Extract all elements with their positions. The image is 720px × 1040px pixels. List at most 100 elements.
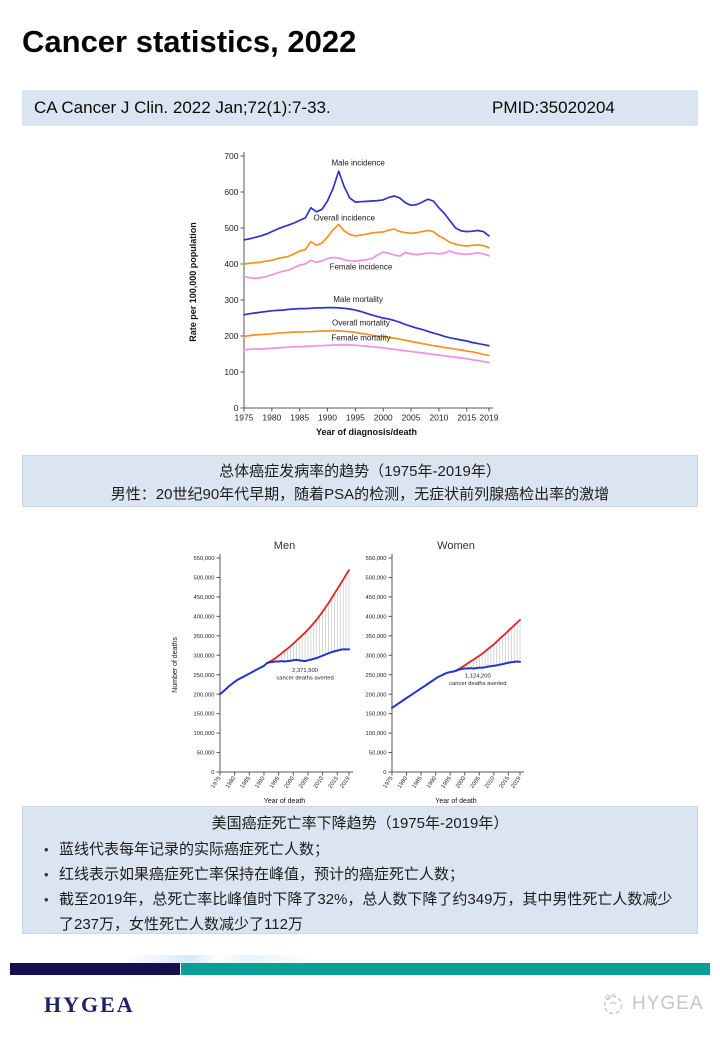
svg-text:2000: 2000 bbox=[455, 776, 467, 790]
svg-text:Rate per 100,000 population: Rate per 100,000 population bbox=[188, 222, 198, 342]
svg-text:400: 400 bbox=[224, 259, 238, 269]
svg-text:Men: Men bbox=[274, 540, 295, 552]
svg-text:150,000: 150,000 bbox=[194, 712, 215, 718]
svg-text:2005: 2005 bbox=[298, 776, 310, 790]
caption-incidence-box: 总体癌症发病率的趋势（1975年-2019年） 男性：20世纪90年代早期，随着… bbox=[22, 455, 698, 507]
hygea-emblem-icon bbox=[603, 993, 623, 1015]
svg-text:300: 300 bbox=[224, 295, 238, 305]
footer-sheen bbox=[125, 955, 315, 964]
mortality-bullet-list: 蓝线代表每年记录的实际癌症死亡人数；红线表示如果癌症死亡率保持在峰值，预计的癌症… bbox=[37, 837, 683, 937]
svg-text:2000: 2000 bbox=[284, 776, 296, 790]
svg-text:300,000: 300,000 bbox=[366, 653, 387, 659]
footer-bar-teal bbox=[181, 963, 710, 975]
svg-text:1990: 1990 bbox=[426, 776, 438, 790]
svg-text:450,000: 450,000 bbox=[366, 595, 387, 601]
svg-text:Number of deaths: Number of deaths bbox=[172, 637, 179, 693]
svg-text:Year of death: Year of death bbox=[435, 798, 476, 805]
svg-text:1990: 1990 bbox=[254, 776, 266, 790]
svg-text:Male incidence: Male incidence bbox=[331, 158, 385, 167]
footer-bar-navy bbox=[10, 963, 180, 975]
svg-text:200,000: 200,000 bbox=[194, 692, 215, 698]
svg-text:500,000: 500,000 bbox=[194, 576, 215, 582]
svg-text:2019: 2019 bbox=[480, 413, 499, 423]
svg-text:0: 0 bbox=[234, 403, 239, 413]
svg-text:2000: 2000 bbox=[374, 413, 393, 423]
caption-mortality-title: 美国癌症死亡率下降趋势（1975年-2019年） bbox=[211, 815, 509, 832]
svg-text:Overall incidence: Overall incidence bbox=[314, 213, 376, 222]
svg-text:Overall mortality: Overall mortality bbox=[332, 319, 390, 328]
svg-text:1985: 1985 bbox=[411, 776, 423, 790]
svg-text:50,000: 50,000 bbox=[197, 751, 215, 757]
svg-text:2005: 2005 bbox=[402, 413, 421, 423]
svg-text:600: 600 bbox=[224, 187, 238, 197]
citation-text: CA Cancer J Clin. 2022 Jan;72(1):7-33. bbox=[34, 98, 331, 117]
svg-text:1995: 1995 bbox=[346, 413, 365, 423]
svg-text:cancer deaths averted: cancer deaths averted bbox=[276, 676, 333, 682]
deaths-women-chart: 0 50,000 100,000 150,000 200,000 250,000 300,0… bbox=[366, 540, 524, 805]
svg-text:1,124,200: 1,124,200 bbox=[465, 673, 491, 679]
svg-text:0: 0 bbox=[211, 770, 214, 776]
caption-mortality-box: 美国癌症死亡率下降趋势（1975年-2019年） 蓝线代表每年记录的实际癌症死亡… bbox=[22, 806, 698, 934]
hygea-watermark: HYGEA bbox=[600, 991, 704, 1017]
svg-text:2010: 2010 bbox=[484, 776, 496, 790]
svg-text:50,000: 50,000 bbox=[369, 751, 387, 757]
svg-text:2019: 2019 bbox=[339, 776, 351, 790]
svg-text:1975: 1975 bbox=[382, 776, 394, 790]
svg-text:2010: 2010 bbox=[313, 776, 325, 790]
bullet-item: 截至2019年，总死亡率比峰值时下降了32%，总人数下降了约349万，其中男性死… bbox=[37, 887, 683, 937]
svg-text:300,000: 300,000 bbox=[194, 653, 215, 659]
svg-text:Female mortality: Female mortality bbox=[331, 333, 390, 342]
svg-text:700: 700 bbox=[224, 151, 238, 161]
svg-text:450,000: 450,000 bbox=[194, 595, 215, 601]
svg-text:Male mortality: Male mortality bbox=[333, 295, 383, 304]
svg-text:400,000: 400,000 bbox=[194, 614, 215, 620]
svg-text:Year of diagnosis/death: Year of diagnosis/death bbox=[316, 427, 417, 437]
citation-bar: CA Cancer J Clin. 2022 Jan;72(1):7-33. P… bbox=[22, 90, 698, 126]
svg-text:cancer deaths averted: cancer deaths averted bbox=[449, 681, 506, 687]
svg-text:2015: 2015 bbox=[499, 776, 511, 790]
citation-pmid: PMID:35020204 bbox=[492, 98, 615, 117]
svg-text:1995: 1995 bbox=[441, 776, 453, 790]
svg-text:2015: 2015 bbox=[328, 776, 340, 790]
incidence-mortality-chart: 0 100 200 300 400 500 600 700 1975 1980 1985 1990 19… bbox=[188, 151, 499, 437]
svg-text:1980: 1980 bbox=[225, 776, 237, 790]
svg-text:350,000: 350,000 bbox=[366, 634, 387, 640]
brand-logo-text: HYGEA bbox=[44, 992, 135, 1017]
svg-text:550,000: 550,000 bbox=[366, 556, 387, 562]
svg-text:100,000: 100,000 bbox=[194, 731, 215, 737]
svg-text:1975: 1975 bbox=[235, 413, 254, 423]
svg-text:200: 200 bbox=[224, 331, 238, 341]
svg-text:100,000: 100,000 bbox=[366, 731, 387, 737]
svg-text:1995: 1995 bbox=[269, 776, 281, 790]
svg-text:Female incidence: Female incidence bbox=[330, 262, 393, 271]
bullet-item: 蓝线代表每年记录的实际癌症死亡人数； bbox=[37, 837, 683, 862]
svg-text:250,000: 250,000 bbox=[366, 673, 387, 679]
svg-text:150,000: 150,000 bbox=[366, 712, 387, 718]
svg-text:400,000: 400,000 bbox=[366, 614, 387, 620]
deaths-men-chart: 0 50,000 100,000 150,000 200,000 250,000 300,0… bbox=[172, 540, 353, 805]
svg-text:Women: Women bbox=[437, 540, 475, 552]
svg-text:500,000: 500,000 bbox=[366, 576, 387, 582]
caption-incidence-line2: 男性：20世纪90年代早期，随着PSA的检测，无症状前列腺癌检出率的激增 bbox=[110, 486, 610, 503]
svg-text:2,371,500: 2,371,500 bbox=[292, 668, 318, 674]
caption-incidence-line1: 总体癌症发病率的趋势（1975年-2019年） bbox=[219, 463, 501, 480]
svg-text:Year of death: Year of death bbox=[264, 798, 305, 805]
svg-text:350,000: 350,000 bbox=[194, 634, 215, 640]
svg-text:200,000: 200,000 bbox=[366, 692, 387, 698]
svg-text:2005: 2005 bbox=[470, 776, 482, 790]
svg-text:500: 500 bbox=[224, 223, 238, 233]
page-title: Cancer statistics, 2022 bbox=[22, 24, 357, 59]
svg-text:1985: 1985 bbox=[240, 776, 252, 790]
watermark-text: HYGEA bbox=[632, 993, 704, 1014]
svg-text:550,000: 550,000 bbox=[194, 556, 215, 562]
svg-text:2015: 2015 bbox=[457, 413, 476, 423]
svg-text:2019: 2019 bbox=[510, 776, 522, 790]
svg-text:0: 0 bbox=[383, 770, 386, 776]
svg-text:250,000: 250,000 bbox=[194, 673, 215, 679]
bullet-item: 红线表示如果癌症死亡率保持在峰值，预计的癌症死亡人数； bbox=[37, 862, 683, 887]
svg-text:1990: 1990 bbox=[318, 413, 337, 423]
svg-text:1975: 1975 bbox=[210, 776, 222, 790]
svg-text:100: 100 bbox=[224, 367, 238, 377]
svg-text:2010: 2010 bbox=[429, 413, 448, 423]
